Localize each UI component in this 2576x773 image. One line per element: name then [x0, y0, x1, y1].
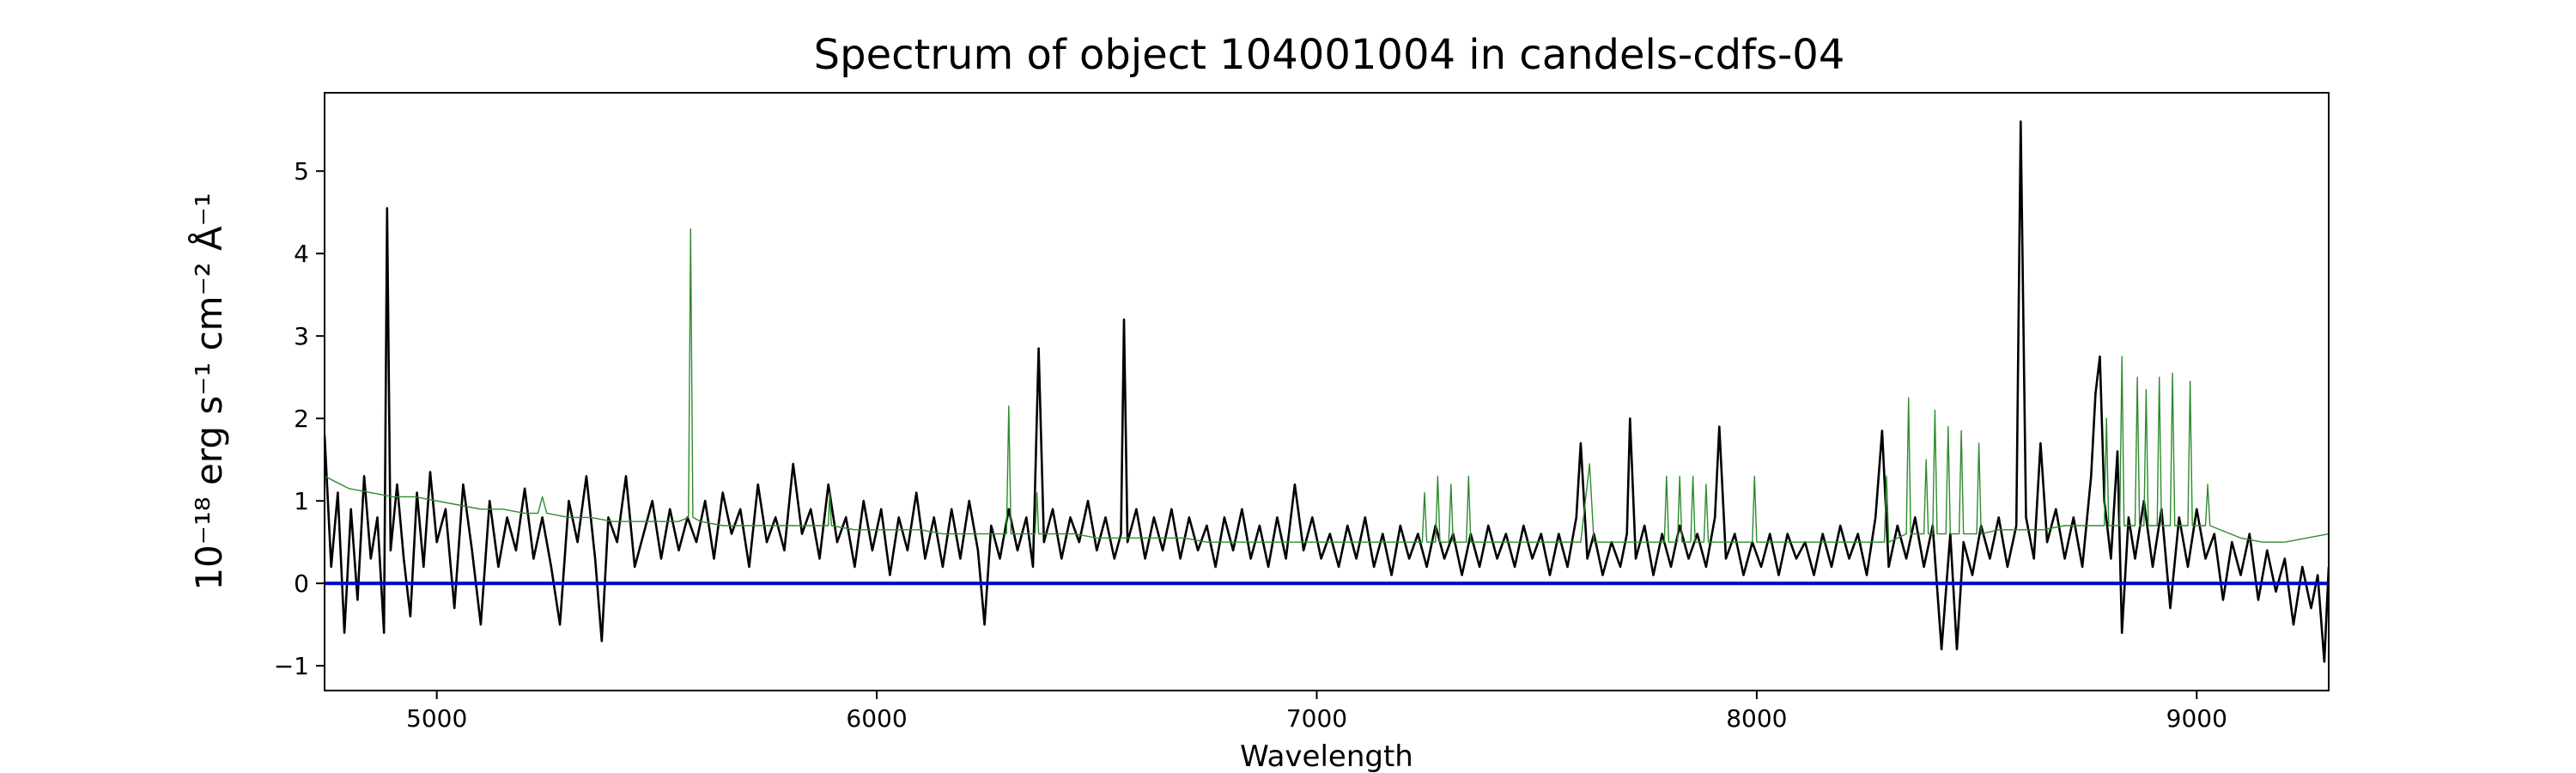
x-tick-label: 9000 — [2166, 704, 2227, 733]
x-axis: 5000 6000 7000 8000 9000 — [406, 691, 2227, 733]
y-tick-label: 0 — [294, 569, 309, 598]
chart-title: Spectrum of object 104001004 in candels-… — [814, 31, 1845, 79]
sky-series-line — [325, 228, 2329, 543]
y-axis-label: 10⁻¹⁸ erg s⁻¹ cm⁻² Å⁻¹ — [187, 192, 230, 590]
series-layer — [325, 120, 2329, 663]
y-tick-label: 3 — [294, 322, 309, 350]
y-tick-label: 5 — [294, 157, 309, 186]
x-tick-label: 7000 — [1286, 704, 1347, 733]
x-axis-label: Wavelength — [1240, 740, 1413, 773]
flux-series-line — [325, 120, 2329, 663]
y-tick-label: 1 — [294, 487, 309, 515]
plot-frame — [324, 92, 2330, 691]
y-tick-label: −1 — [274, 652, 309, 680]
y-axis: −1 0 1 2 3 4 5 — [274, 157, 325, 680]
x-tick-label: 6000 — [846, 704, 907, 733]
y-tick-label: 4 — [294, 240, 309, 268]
x-tick-label: 8000 — [1726, 704, 1787, 733]
plot-area — [325, 120, 2329, 663]
x-tick-label: 5000 — [406, 704, 467, 733]
y-tick-label: 2 — [294, 405, 309, 433]
